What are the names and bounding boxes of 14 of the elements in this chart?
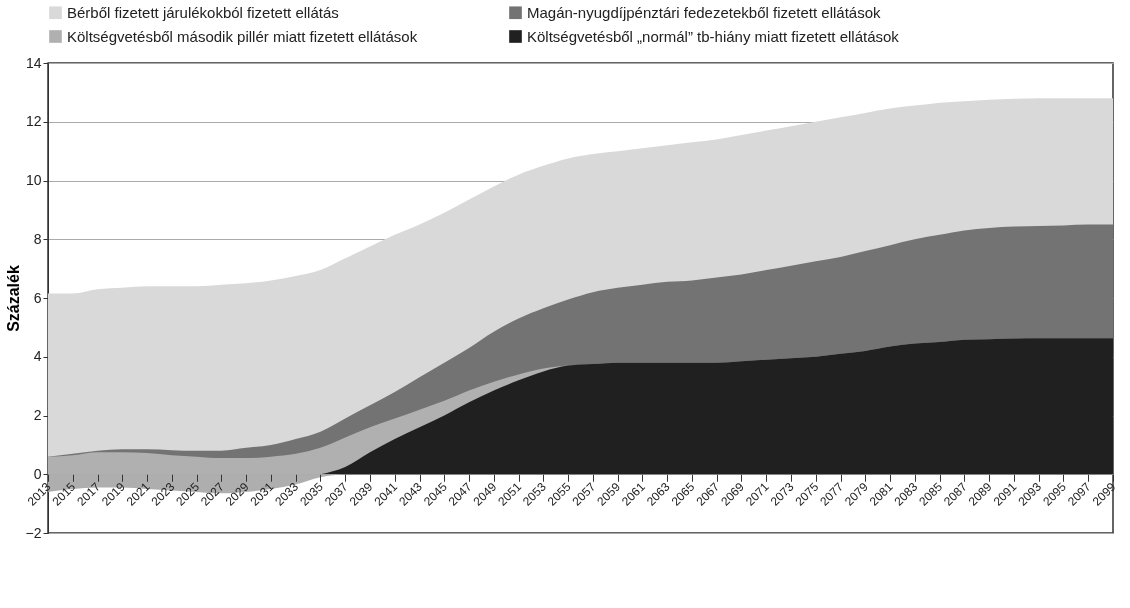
y-tick-label: 2 [33, 407, 42, 423]
legend-label: Költségvetésből „normál” tb-hiány miatt fizetett ellátások [527, 27, 900, 45]
y-axis-title: Százalék [4, 265, 22, 332]
y-tick-label: 6 [33, 289, 42, 306]
y-tick-label: 12 [25, 113, 42, 130]
legend-label: Magán-nyugdíjpénztári fedezetekből fizetett ellátások [527, 3, 882, 21]
legend-label: Bérből fizetett járulékokból fizetett ellátás [67, 3, 339, 21]
y-tick-label: 14 [25, 54, 42, 71]
y-tick-label: 8 [33, 230, 42, 247]
y-tick-label: 4 [33, 348, 42, 365]
y-tick-label: 10 [25, 172, 42, 188]
legend-label: Költségvetésből második pillér miatt fizetett ellátások [67, 27, 418, 45]
y-tick-label: −2 [25, 524, 42, 541]
y-tick-label: 0 [33, 465, 42, 482]
